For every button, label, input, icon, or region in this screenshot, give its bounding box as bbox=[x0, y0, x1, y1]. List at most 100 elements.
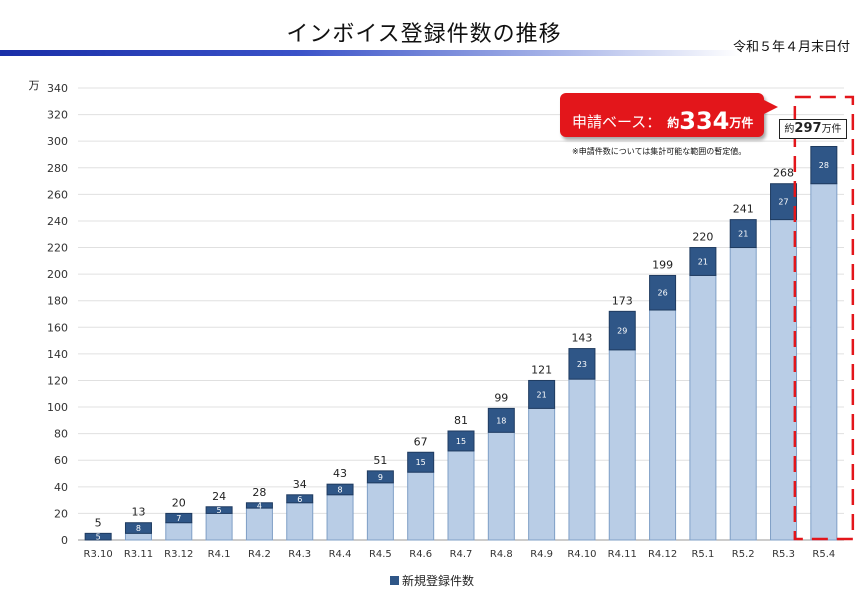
bar-total-label: 13 bbox=[131, 506, 145, 519]
date-note: 令和５年４月末日付 bbox=[732, 40, 850, 55]
bar-new-registration-segment bbox=[286, 494, 314, 504]
y-tick-label: 240 bbox=[47, 215, 68, 228]
bar-new-registration-segment bbox=[528, 379, 556, 409]
bar-total-label: 20 bbox=[172, 496, 186, 509]
new-registration-data-label: 21 bbox=[537, 390, 547, 399]
bar-total-label: 5 bbox=[95, 516, 102, 529]
x-tick-label: R4.6 bbox=[409, 549, 432, 560]
y-tick-label: 120 bbox=[47, 374, 68, 387]
bar-total-label: 220 bbox=[692, 231, 713, 244]
application-basis-callout: 申請ベース： 約334万件 bbox=[560, 93, 778, 137]
new-registration-data-label: 5 bbox=[96, 533, 101, 542]
bar-base-segment bbox=[608, 349, 636, 541]
new-registration-data-label: 28 bbox=[819, 161, 829, 170]
new-registration-data-label: 26 bbox=[657, 289, 667, 298]
new-registration-data-label: 6 bbox=[297, 495, 302, 504]
legend-swatch bbox=[389, 576, 399, 585]
new-registration-data-label: 29 bbox=[617, 327, 627, 336]
bar-base-segment bbox=[770, 219, 798, 541]
bar-total-label: 121 bbox=[531, 363, 552, 376]
bar-total-label: 268 bbox=[773, 167, 794, 180]
bar-new-registration-segment bbox=[568, 348, 596, 380]
callout-approx: 約 bbox=[667, 116, 680, 130]
x-tick-label: R4.12 bbox=[648, 549, 677, 560]
bar-base-segment bbox=[487, 431, 515, 541]
new-registration-data-label: 5 bbox=[217, 506, 222, 515]
bar-base-segment bbox=[689, 274, 717, 541]
x-tick-label: R4.8 bbox=[490, 549, 513, 560]
new-registration-data-label: 8 bbox=[338, 485, 343, 494]
bar-base-segment bbox=[245, 507, 273, 541]
bar-base-segment bbox=[124, 532, 152, 541]
new-registration-data-label: 7 bbox=[176, 514, 181, 523]
bar-new-registration-segment bbox=[407, 451, 435, 473]
y-axis-unit-label: 万 bbox=[29, 79, 40, 92]
callout-pointer bbox=[764, 100, 778, 114]
provisional-footnote: ※申請件数については集計可能な範囲の暫定値。 bbox=[572, 147, 747, 156]
bar-new-registration-segment bbox=[729, 219, 757, 249]
bar-total-label: 24 bbox=[212, 490, 226, 503]
bar-base-segment bbox=[326, 494, 354, 541]
y-tick-label: 80 bbox=[54, 428, 68, 441]
legend-label: 新規登録件数 bbox=[401, 574, 474, 588]
bar-new-registration-segment bbox=[689, 247, 717, 276]
new-registration-data-label: 21 bbox=[738, 230, 748, 239]
y-tick-label: 280 bbox=[47, 162, 68, 175]
bar-base-segment bbox=[205, 512, 233, 541]
y-tick-label: 300 bbox=[47, 135, 68, 148]
bar-total-label: 43 bbox=[333, 467, 347, 480]
x-tick-label: R4.11 bbox=[608, 549, 637, 560]
bar-base-segment bbox=[568, 378, 596, 541]
x-tick-label: R5.2 bbox=[732, 549, 755, 560]
y-tick-label: 60 bbox=[54, 454, 68, 467]
bar-base-segment bbox=[528, 407, 556, 541]
new-registration-data-label: 15 bbox=[416, 458, 426, 467]
y-tick-label: 20 bbox=[54, 507, 68, 520]
new-registration-data-label: 8 bbox=[136, 524, 141, 533]
bar-total-label: 199 bbox=[652, 258, 673, 271]
y-tick-label: 180 bbox=[47, 295, 68, 308]
x-tick-label: R5.4 bbox=[812, 549, 835, 560]
y-tick-label: 220 bbox=[47, 242, 68, 255]
bar-total-label: 99 bbox=[494, 391, 508, 404]
bar-total-label: 51 bbox=[373, 454, 387, 467]
y-tick-label: 160 bbox=[47, 321, 68, 334]
chart-legend: 新規登録件数 bbox=[0, 572, 864, 589]
bar-base-segment bbox=[447, 450, 475, 541]
bar-new-registration-segment bbox=[366, 470, 394, 484]
x-tick-label: R3.12 bbox=[164, 549, 193, 560]
y-tick-label: 100 bbox=[47, 401, 68, 414]
bar-total-label: 28 bbox=[252, 486, 266, 499]
x-tick-label: R4.7 bbox=[450, 549, 473, 560]
chart-title: インボイス登録件数の推移 bbox=[286, 22, 562, 47]
bar-total-label: 34 bbox=[293, 478, 307, 491]
y-tick-label: 340 bbox=[47, 82, 68, 95]
bar-new-registration-segment bbox=[649, 274, 677, 311]
new-registration-data-label: 21 bbox=[698, 257, 708, 266]
title-underline bbox=[0, 50, 740, 56]
bar-base-segment bbox=[810, 183, 838, 541]
latest-total-approx: 約 bbox=[784, 124, 795, 135]
bar-new-registration-segment bbox=[608, 310, 636, 351]
bar-new-registration-segment bbox=[326, 483, 354, 496]
new-registration-data-label: 18 bbox=[496, 416, 506, 425]
bar-new-registration-segment bbox=[124, 522, 152, 534]
highlight-dashed-frame bbox=[793, 95, 855, 541]
x-tick-label: R5.3 bbox=[772, 549, 795, 560]
x-tick-label: R4.2 bbox=[248, 549, 271, 560]
bar-new-registration-segment bbox=[447, 430, 475, 452]
callout-prefix: 申請ベース： bbox=[572, 113, 662, 131]
x-tick-label: R4.1 bbox=[208, 549, 231, 560]
callout-unit: 万件 bbox=[729, 116, 754, 130]
bar-total-label: 81 bbox=[454, 414, 468, 427]
latest-total-box: 約297万件 bbox=[779, 119, 847, 139]
x-tick-label: R4.10 bbox=[567, 549, 596, 560]
bar-new-registration-segment bbox=[245, 502, 273, 509]
bar-base-segment bbox=[366, 482, 394, 541]
latest-total-number: 297 bbox=[794, 121, 822, 136]
x-tick-label: R3.10 bbox=[84, 549, 113, 560]
bar-new-registration-segment bbox=[205, 506, 233, 514]
new-registration-data-label: 27 bbox=[778, 198, 788, 207]
bar-base-segment bbox=[286, 502, 314, 541]
